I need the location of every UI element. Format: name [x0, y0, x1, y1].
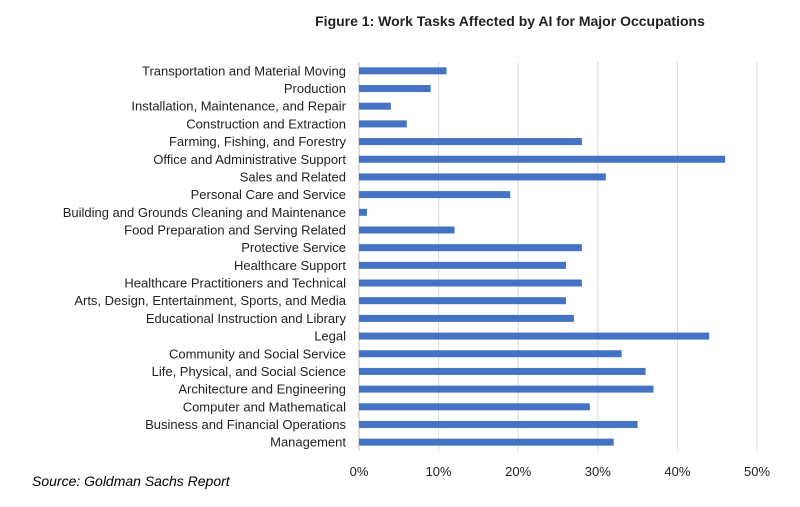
x-tick-label: 50%: [744, 464, 770, 479]
bar: [359, 244, 582, 252]
x-tick-label: 20%: [505, 464, 531, 479]
source-note: Source: Goldman Sachs Report: [32, 473, 230, 489]
bar: [359, 297, 566, 305]
category-label: Life, Physical, and Social Science: [152, 364, 346, 379]
category-label: Production: [284, 81, 346, 96]
category-label: Food Preparation and Serving Related: [124, 222, 346, 237]
x-tick-label: 40%: [664, 464, 690, 479]
category-label: Protective Service: [241, 240, 346, 255]
bar: [359, 226, 455, 234]
category-label: Installation, Maintenance, and Repair: [131, 99, 346, 114]
bar: [359, 367, 646, 375]
category-label: Transportation and Material Moving: [142, 63, 346, 78]
bar: [359, 385, 654, 393]
category-label: Business and Financial Operations: [145, 417, 346, 432]
x-tick-label: 30%: [585, 464, 611, 479]
bar: [359, 261, 566, 269]
category-label: Legal: [314, 329, 346, 344]
category-label: Farming, Fishing, and Forestry: [169, 134, 347, 149]
bar: [359, 279, 582, 287]
category-label: Community and Social Service: [169, 346, 346, 361]
category-label: Healthcare Practitioners and Technical: [124, 276, 346, 291]
bar: [359, 120, 407, 128]
category-label: Arts, Design, Entertainment, Sports, and…: [74, 293, 346, 308]
bar: [359, 438, 614, 446]
category-label: Architecture and Engineering: [178, 382, 346, 397]
bar: [359, 332, 710, 340]
category-label: Management: [270, 435, 346, 450]
bar: [359, 155, 726, 163]
bar: [359, 208, 367, 216]
bar: [359, 420, 638, 428]
bar: [359, 138, 582, 146]
category-label: Educational Instruction and Library: [146, 311, 347, 326]
chart-title: Figure 1: Work Tasks Affected by AI for …: [315, 13, 705, 29]
bar: [359, 173, 606, 181]
bar: [359, 314, 574, 322]
x-tick-label: 10%: [426, 464, 452, 479]
category-label: Office and Administrative Support: [153, 152, 346, 167]
bar: [359, 403, 590, 411]
bar: [359, 350, 622, 358]
category-label: Computer and Mathematical: [183, 399, 346, 414]
category-label: Healthcare Support: [234, 258, 346, 273]
x-tick-label: 0%: [350, 464, 369, 479]
bar: [359, 102, 391, 110]
bar: [359, 191, 511, 199]
category-label: Personal Care and Service: [191, 187, 346, 202]
bar: [359, 85, 431, 93]
category-label: Building and Grounds Cleaning and Mainte…: [63, 205, 346, 220]
bar: [359, 67, 447, 75]
category-label: Sales and Related: [240, 169, 346, 184]
category-label: Construction and Extraction: [186, 116, 346, 131]
